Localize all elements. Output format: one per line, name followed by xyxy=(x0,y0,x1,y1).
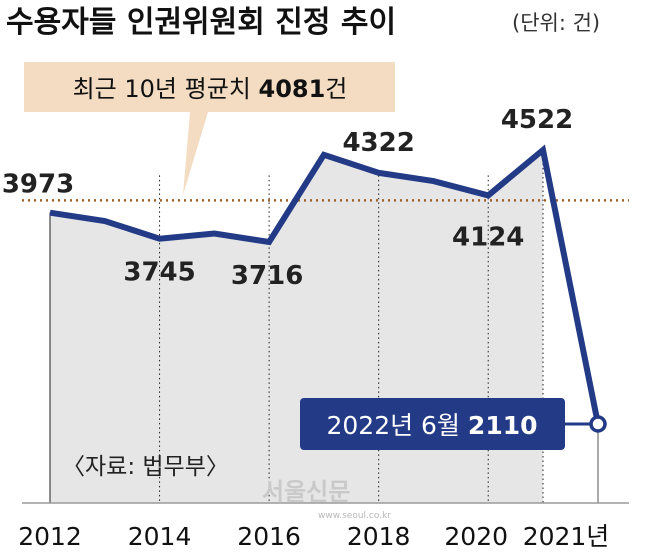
source-note: 〈자료: 법무부〉 xyxy=(62,454,229,480)
x-tick-2020: 2020 xyxy=(444,522,508,551)
value-label-2012: 3973 xyxy=(2,170,74,200)
x-tick-2018: 2018 xyxy=(347,522,411,551)
x-tick-layer: 2012 2014 2016 2018 2020 2021년 xyxy=(18,522,609,551)
unit-label: (단위: 건) xyxy=(512,11,600,35)
latest-value-callout: 2022년 6월 2110 xyxy=(300,398,565,450)
average-label-box: 최근 10년 평균치 4081건 xyxy=(24,62,395,195)
callout-box xyxy=(300,398,565,450)
watermark-url: www.seoul.co.kr xyxy=(318,511,391,521)
data-point-2022-06 xyxy=(589,415,607,433)
average-label-shape xyxy=(24,62,395,195)
x-tick-2021: 2021년 xyxy=(523,522,610,551)
value-label-2020: 4124 xyxy=(452,222,524,252)
value-label-2016: 3716 xyxy=(231,261,303,291)
grid-layer xyxy=(22,150,629,504)
value-label-2021: 4522 xyxy=(501,105,573,135)
value-label-2014: 3745 xyxy=(123,258,195,288)
watermark: 서울신문 www.seoul.co.kr xyxy=(262,478,391,521)
value-label-2018: 4322 xyxy=(342,128,414,158)
x-tick-2014: 2014 xyxy=(128,522,192,551)
x-tick-2012: 2012 xyxy=(18,522,82,551)
series-line xyxy=(49,144,601,425)
x-tick-2016: 2016 xyxy=(237,522,301,551)
average-label-text: 최근 10년 평균치 4081건 xyxy=(73,75,348,103)
callout-text: 2022년 6월 2110 xyxy=(326,411,537,440)
watermark-name: 서울신문 xyxy=(262,478,350,506)
chart-title: 수용자들 인권위원회 진정 추이 xyxy=(6,5,396,40)
series-line-layer xyxy=(49,144,601,425)
value-label-layer: 3973 3745 3716 4322 4124 4522 xyxy=(2,105,573,291)
